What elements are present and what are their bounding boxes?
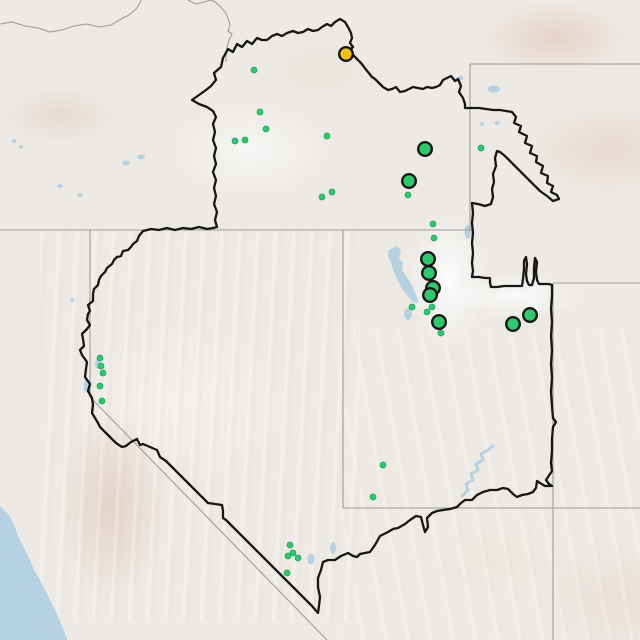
site-marker-small[interactable] (294, 554, 302, 562)
site-marker-small[interactable] (284, 552, 292, 560)
site-marker-small[interactable] (99, 369, 107, 377)
site-marker-small[interactable] (423, 308, 431, 316)
site-marker-small[interactable] (430, 234, 438, 242)
site-marker-small[interactable] (286, 541, 294, 549)
small-lake-5 (77, 193, 83, 197)
site-marker-small[interactable] (96, 382, 104, 390)
snake-river-state-line (187, 0, 233, 62)
site-marker-large-green[interactable] (505, 316, 522, 333)
small-lake-11 (19, 145, 23, 149)
site-marker-small[interactable] (323, 132, 331, 140)
site-marker-large-green[interactable] (522, 307, 539, 324)
site-marker-small[interactable] (328, 188, 336, 196)
site-marker-small[interactable] (408, 303, 416, 311)
site-marker-large-green[interactable] (401, 172, 418, 189)
utah-lake (404, 308, 412, 320)
site-marker-small[interactable] (429, 220, 437, 228)
site-marker-small[interactable] (231, 137, 239, 145)
palisades-reservoir (488, 85, 500, 93)
site-marker-small[interactable] (96, 354, 104, 362)
site-marker-large-green[interactable] (417, 140, 434, 157)
site-marker-large-yellow[interactable] (338, 46, 355, 63)
basin-region-outline (78, 17, 561, 615)
small-lake-6 (458, 75, 464, 81)
site-marker-small[interactable] (404, 191, 412, 199)
small-lake-4 (57, 184, 63, 188)
terrain-ridge-texture-southeast (340, 330, 640, 640)
site-marker-small[interactable] (318, 193, 326, 201)
walker-lake (307, 553, 315, 565)
california-nevada-diagonal-state-line (89, 396, 328, 640)
small-lake-8 (494, 121, 500, 125)
site-marker-small[interactable] (256, 108, 264, 116)
lake-powell (460, 444, 495, 498)
small-lake-7 (480, 122, 484, 126)
small-lake-9 (330, 542, 336, 554)
site-marker-small[interactable] (262, 125, 270, 133)
site-marker-small[interactable] (477, 144, 485, 152)
site-marker-small[interactable] (97, 362, 105, 370)
great-salt-lake (388, 246, 418, 303)
site-marker-small[interactable] (283, 569, 291, 577)
site-marker-small[interactable] (379, 461, 387, 469)
site-marker-large-green[interactable] (421, 265, 438, 282)
site-marker-small[interactable] (98, 397, 106, 405)
site-marker-large-green[interactable] (431, 314, 448, 331)
small-lake-1 (11, 139, 17, 143)
site-marker-small[interactable] (241, 136, 249, 144)
small-lake-10 (70, 298, 74, 302)
site-marker-large-green[interactable] (422, 287, 439, 304)
site-marker-small[interactable] (437, 329, 445, 337)
pacific-ocean (0, 506, 67, 640)
small-lake-3 (137, 154, 145, 160)
site-marker-small[interactable] (289, 549, 297, 557)
site-marker-small[interactable] (428, 303, 436, 311)
small-lake-2 (122, 160, 130, 166)
site-marker-small[interactable] (250, 66, 258, 74)
columbia-river-state-line (0, 0, 142, 33)
site-marker-large-green[interactable] (420, 250, 437, 267)
site-marker-small[interactable] (369, 493, 377, 501)
